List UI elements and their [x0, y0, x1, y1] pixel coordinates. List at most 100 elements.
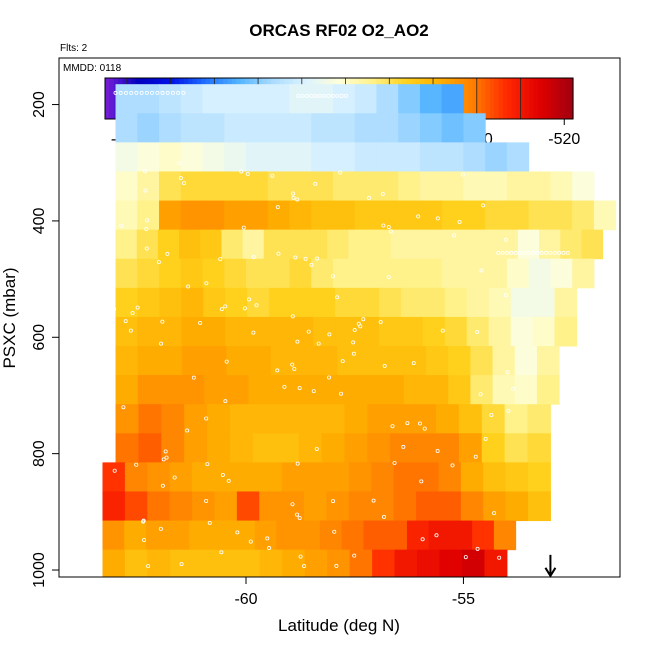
flight-point — [304, 93, 309, 98]
heatmap-cell — [438, 491, 462, 522]
heatmap-cell — [581, 229, 604, 260]
heatmap-cell — [311, 258, 334, 289]
flight-point — [142, 169, 147, 174]
heatmap-cell — [247, 316, 270, 347]
heatmap-cell — [372, 549, 396, 578]
heatmap-cell — [180, 142, 204, 172]
date-note: MMDD: 0118 — [63, 63, 122, 74]
heatmap-cell — [315, 375, 338, 405]
colorbar-segment — [476, 78, 482, 119]
flight-point — [500, 250, 505, 255]
heatmap-cell — [428, 520, 451, 551]
heatmap-cell — [247, 287, 270, 318]
flight-point — [160, 319, 165, 324]
heatmap-cell — [572, 258, 595, 289]
heatmap-cell — [550, 258, 573, 289]
heatmap-cell — [313, 287, 336, 318]
heatmap-cell — [159, 142, 182, 172]
flight-point — [165, 251, 170, 256]
heatmap-cell — [115, 316, 138, 347]
flight-point — [315, 256, 320, 261]
heatmap-cell — [221, 229, 244, 260]
heatmap-cell — [124, 462, 148, 492]
flight-point — [219, 307, 224, 312]
heatmap-cell — [115, 171, 138, 202]
heatmap-cell — [554, 287, 578, 318]
heatmap-cell — [458, 404, 483, 434]
flight-point — [160, 90, 165, 95]
heatmap-cell — [236, 462, 260, 492]
heatmap-cell — [189, 520, 212, 551]
heatmap-cell — [311, 200, 334, 231]
heatmap-cell — [292, 346, 316, 376]
flight-point — [248, 539, 253, 544]
heatmap-cell — [147, 491, 171, 522]
heatmap-cell — [254, 520, 277, 551]
flight-point — [160, 483, 165, 488]
heatmap-cell — [527, 404, 551, 434]
heatmap-cell — [270, 346, 294, 376]
flight-point — [380, 191, 385, 196]
heatmap-cell — [224, 171, 247, 202]
flight-point — [295, 339, 300, 344]
colorbar-segment — [555, 78, 561, 119]
flight-point — [135, 305, 140, 310]
flight-point — [386, 225, 391, 230]
flight-point — [156, 260, 161, 265]
flight-point — [290, 502, 295, 507]
heatmap-cell — [115, 200, 138, 231]
flight-point — [548, 250, 553, 255]
colorbar-segment — [542, 78, 548, 119]
heatmap-cell — [413, 433, 437, 463]
colorbar-segment — [511, 78, 517, 119]
heatmap-cell — [419, 171, 443, 202]
heatmap-cell — [289, 142, 312, 172]
flight-point — [317, 93, 322, 98]
flight-point — [378, 320, 383, 325]
flight-point — [270, 173, 275, 178]
flight-point — [295, 197, 300, 202]
colorbar-segment — [516, 78, 522, 119]
heatmap-cell — [289, 84, 312, 114]
heatmap-cell — [354, 258, 377, 289]
heatmap-cell — [137, 258, 160, 289]
heatmap-cell — [202, 84, 225, 114]
heatmap-cell — [246, 200, 269, 231]
heatmap-cell — [137, 171, 160, 202]
heatmap-cell — [493, 520, 517, 551]
flight-point — [434, 533, 439, 538]
heatmap-cell — [298, 433, 323, 463]
heatmap-cell — [225, 287, 248, 318]
heatmap-cell — [419, 200, 443, 231]
heatmap-cell — [528, 171, 551, 202]
heatmap-cell — [435, 433, 460, 463]
flight-point — [335, 295, 340, 300]
heatmap-cell — [161, 433, 185, 463]
flight-point — [326, 93, 331, 98]
heatmap-cell — [441, 200, 464, 231]
heatmap-cell — [528, 200, 551, 231]
heatmap-cell — [214, 549, 238, 578]
flight-point — [479, 268, 484, 273]
heatmap-cell — [157, 229, 180, 260]
heatmap-cell — [492, 375, 516, 405]
flight-point — [330, 274, 335, 279]
flight-point — [306, 329, 311, 334]
heatmap-cell — [363, 520, 386, 551]
heatmap-cell — [412, 229, 434, 260]
heatmap-cell — [192, 549, 216, 578]
heatmap-cell — [267, 142, 290, 172]
heatmap-cell — [306, 229, 328, 260]
heatmap-cell — [246, 258, 269, 289]
flight-point — [475, 546, 480, 551]
flight-point — [223, 399, 228, 404]
heatmap-cell — [267, 258, 290, 289]
heatmap-cell — [169, 549, 193, 578]
flight-point — [496, 250, 501, 255]
flight-point — [522, 250, 527, 255]
heatmap-cell — [403, 346, 427, 376]
heatmap-cell — [390, 229, 413, 260]
flight-point — [121, 405, 126, 410]
heatmap-cell — [289, 200, 312, 231]
flight-point — [159, 341, 164, 346]
